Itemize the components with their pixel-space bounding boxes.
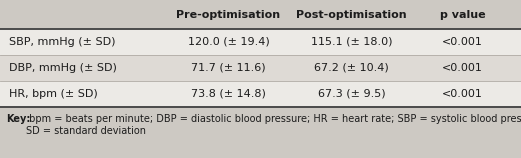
Text: <0.001: <0.001: [442, 37, 483, 47]
Text: <0.001: <0.001: [442, 63, 483, 73]
Text: <0.001: <0.001: [442, 89, 483, 99]
Text: 71.7 (± 11.6): 71.7 (± 11.6): [191, 63, 266, 73]
Bar: [0, 55, 521, 81]
Text: DBP, mmHg (± SD): DBP, mmHg (± SD): [9, 63, 117, 73]
Text: HR, bpm (± SD): HR, bpm (± SD): [9, 89, 98, 99]
Text: 120.0 (± 19.4): 120.0 (± 19.4): [188, 37, 269, 47]
Text: 73.8 (± 14.8): 73.8 (± 14.8): [191, 89, 266, 99]
Text: SBP, mmHg (± SD): SBP, mmHg (± SD): [9, 37, 116, 47]
Text: Post-optimisation: Post-optimisation: [296, 10, 407, 20]
Text: bpm = beats per minute; DBP = diastolic blood pressure; HR = heart rate; SBP = s: bpm = beats per minute; DBP = diastolic …: [26, 114, 521, 136]
Bar: [0, 1, 521, 29]
Text: 115.1 (± 18.0): 115.1 (± 18.0): [311, 37, 392, 47]
Text: 67.3 (± 9.5): 67.3 (± 9.5): [318, 89, 386, 99]
Text: 67.2 (± 10.4): 67.2 (± 10.4): [314, 63, 389, 73]
Text: Pre-optimisation: Pre-optimisation: [177, 10, 281, 20]
Bar: [0, 81, 521, 107]
Text: Key:: Key:: [6, 114, 30, 124]
Text: p value: p value: [440, 10, 486, 20]
Bar: [0, 29, 521, 55]
